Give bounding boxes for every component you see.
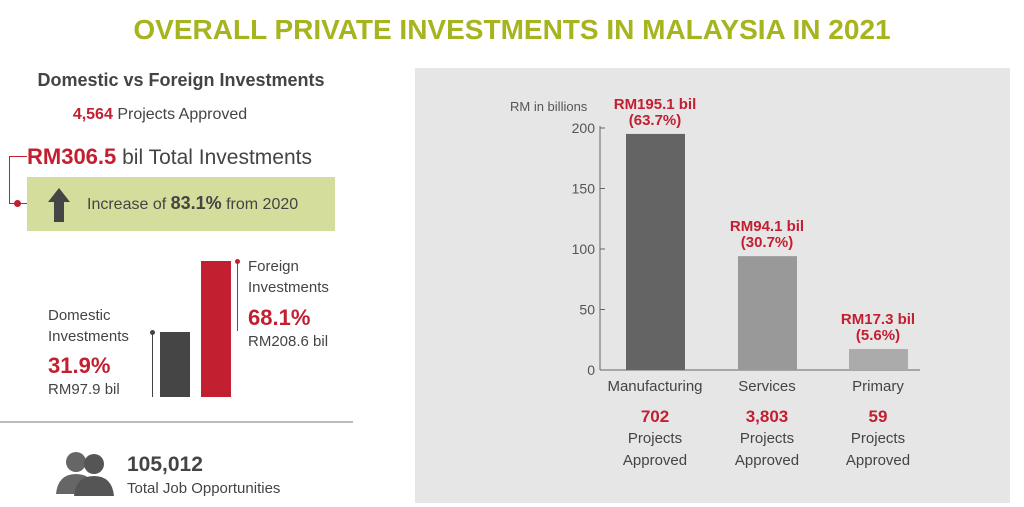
y-tick-label: 0 [587,362,595,378]
increase-suffix: from 2020 [226,196,299,213]
bar-manufacturing [626,133,685,370]
total-investments: RM306.5 bil Total Investments [27,144,312,170]
domestic-label: Domestic Investments [48,305,129,347]
foreign-bar [201,261,231,397]
x-tick-label: Services [738,378,796,395]
y-tick-label: 200 [572,120,596,136]
y-tick-label: 50 [579,302,595,318]
projects-count: 3,803 [745,407,789,426]
projects-count: 59 [868,407,888,426]
people-icon [56,452,114,496]
projects-count: 702 [640,407,670,426]
x-tick-label: Manufacturing [607,378,703,395]
domestic-dot [150,330,155,335]
foreign-dot [235,259,240,264]
total-label: bil Total Investments [122,146,312,169]
domestic-pct: 31.9% [48,353,111,378]
projects-label-2: Approved [622,452,688,469]
increase-prefix: Increase of [87,196,167,213]
sector-bar-chart: RM in billions 0 50 100 150 200 RM195.1 bil(63… [510,96,920,378]
x-tick-label: Primary [852,378,904,395]
sector-chart-panel [415,68,1010,503]
bar-primary [849,349,908,370]
domestic-line [152,332,153,397]
y-tick-label: 100 [572,241,596,257]
jobs-label: Total Job Opportunities [127,480,281,497]
foreign-label-2: Investments [248,279,329,296]
category-manufacturing: Manufacturing 702 Projects Approved [585,376,725,472]
y-tick-label: 150 [572,181,596,197]
domestic-bar [160,332,190,397]
page-title: OVERALL PRIVATE INVESTMENTS IN MALAYSIA … [133,14,891,45]
data-label-pct: (63.7%) [629,112,682,129]
domestic-label-2: Investments [48,328,129,345]
foreign-label-1: Foreign [248,258,299,275]
domestic-amount: RM97.9 bil [48,381,120,398]
projects-label-1: Projects [850,430,906,447]
domestic-label-1: Domestic [48,307,111,324]
projects-label-1: Projects [627,430,683,447]
projects-label-2: Approved [845,452,911,469]
data-label-pct: (5.6%) [856,327,900,344]
jobs-value: 105,012 [127,453,203,476]
projects-label-1: Projects [739,430,795,447]
data-label: RM195.1 bil [614,96,697,113]
section-subtitle: Domestic vs Foreign Investments [37,70,325,90]
foreign-label: Foreign Investments [248,256,329,298]
category-primary: Primary 59 Projects Approved [808,376,948,472]
connector-dot [14,200,21,207]
projects-label-2: Approved [734,452,800,469]
data-label-pct: (30.7%) [741,234,794,251]
increase-text: Increase of 83.1% from 2020 [87,193,298,214]
foreign-pct: 68.1% [248,305,311,330]
divider [0,421,353,423]
connector-line [9,156,27,204]
total-value: RM306.5 [27,144,117,169]
foreign-amount: RM208.6 bil [248,333,329,350]
increase-value: 83.1% [170,193,222,213]
foreign-line [237,261,238,331]
bar-services [738,256,797,370]
data-label: RM94.1 bil [730,218,804,235]
increase-box [27,177,335,231]
projects-approved: 4,564 Projects Approved [0,106,320,124]
projects-value: 4,564 [72,106,113,123]
data-label: RM17.3 bil [841,311,915,328]
projects-label: Projects Approved [117,106,248,123]
y-axis-label: RM in billions [510,99,588,114]
category-services: Services 3,803 Projects Approved [697,376,837,472]
arrow-up-icon [48,188,70,222]
